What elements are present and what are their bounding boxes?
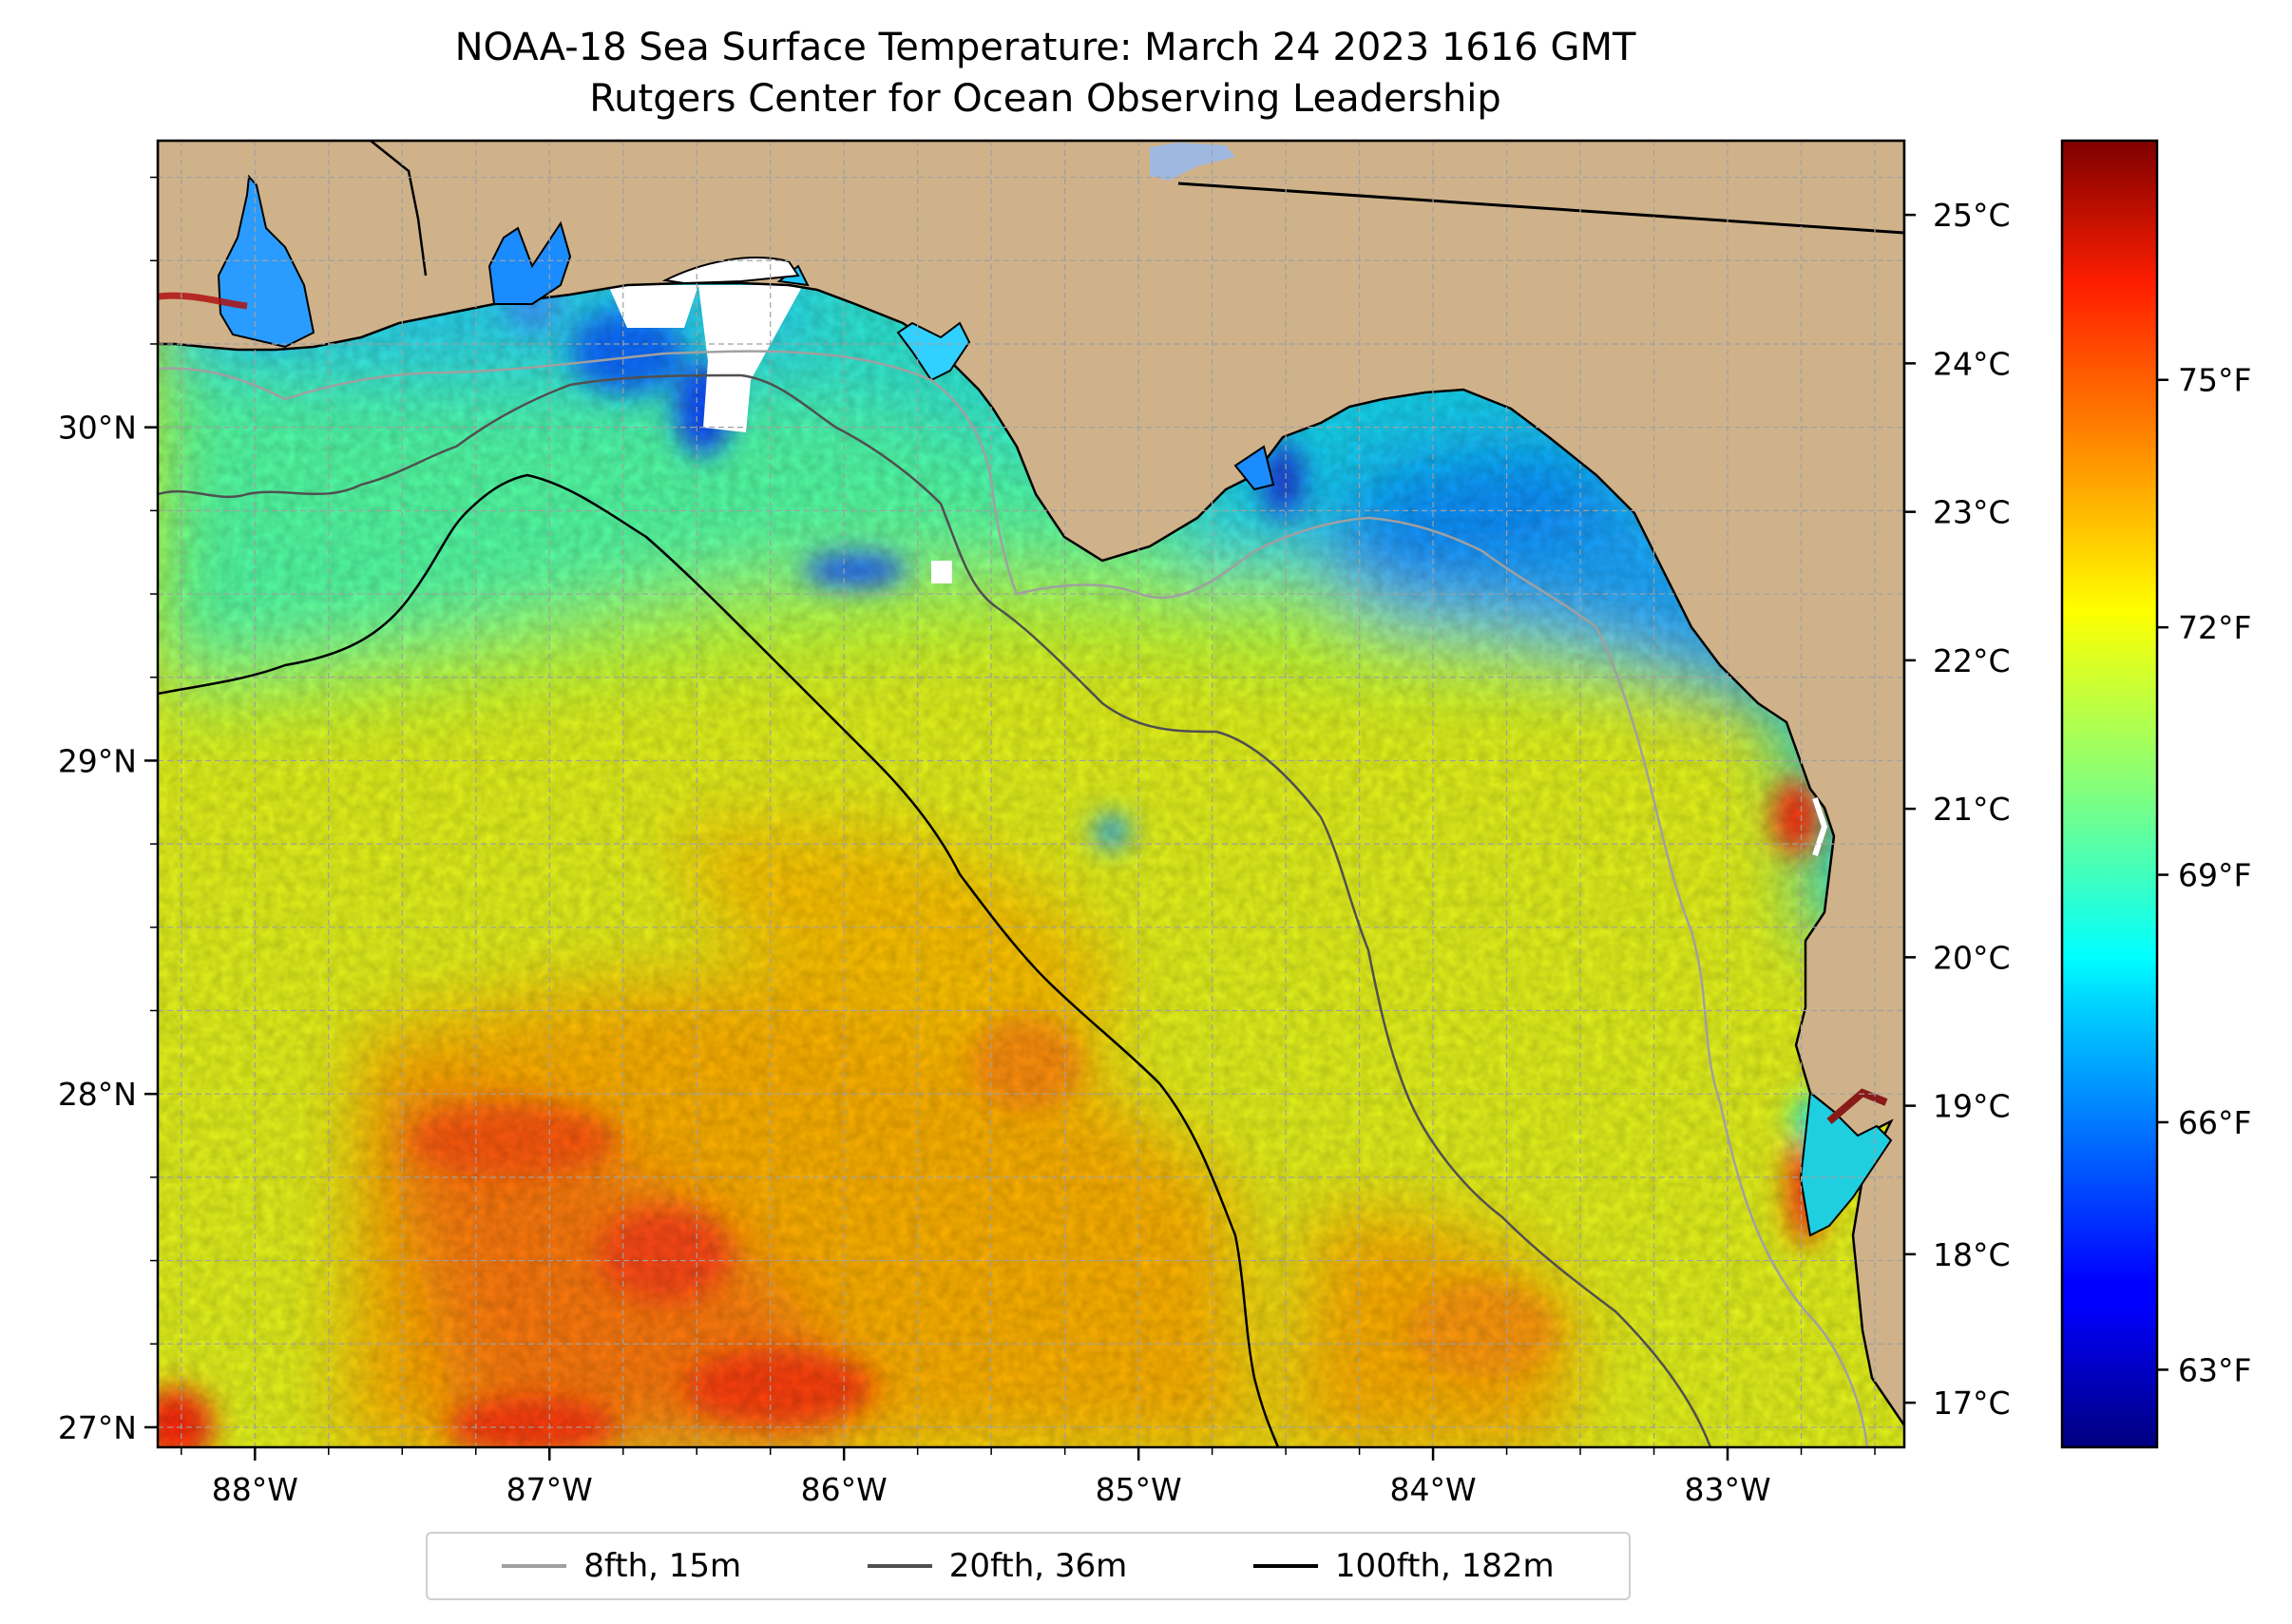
- nodata-patch: [931, 561, 952, 583]
- chart-subtitle: Rutgers Center for Ocean Observing Leade…: [589, 77, 1501, 121]
- celsius-tick-label: 23°C: [1933, 494, 2011, 531]
- lat-tick-label: 29°N: [58, 742, 137, 779]
- lon-axis: 88°W 87°W 86°W 85°W 84°W 83°W: [181, 1447, 1876, 1508]
- coastal-fringe: [158, 292, 248, 310]
- contour-8fth: [158, 350, 1869, 1447]
- state-boundary: [370, 141, 428, 277]
- legend-swatch-8fth: [502, 1564, 567, 1568]
- fahrenheit-tick-label: 66°F: [2178, 1104, 2251, 1141]
- legend-label-20fth: 20fth, 36m: [948, 1547, 1128, 1585]
- coastal-fringe: [1826, 1088, 1888, 1125]
- fahrenheit-tick-label: 63°F: [2178, 1351, 2251, 1388]
- gridlines: [158, 141, 1904, 1447]
- legend-label-8fth: 8fth, 15m: [583, 1547, 742, 1585]
- contour-20fth: [158, 373, 1712, 1447]
- colorbar-fahrenheit-axis: 63°F 66°F 69°F 72°F 75°F: [2157, 362, 2251, 1388]
- lon-tick-label: 84°W: [1390, 1471, 1477, 1508]
- tampa-bay: [1799, 1091, 1893, 1237]
- lat-tick-label: 30°N: [58, 410, 137, 447]
- celsius-tick-label: 17°C: [1933, 1385, 2011, 1422]
- map-frame: [156, 139, 1906, 1449]
- lat-tick-label: 27°N: [58, 1409, 137, 1446]
- st-andrew-bay: [896, 321, 971, 382]
- lat-axis: 30°N 29°N 28°N 27°N: [58, 176, 158, 1446]
- lon-tick-label: 83°W: [1684, 1471, 1770, 1508]
- celsius-tick-label: 18°C: [1933, 1236, 2011, 1273]
- fahrenheit-tick-label: 69°F: [2178, 857, 2251, 894]
- fahrenheit-tick-label: 72°F: [2178, 609, 2251, 646]
- contour-100fth: [158, 473, 1280, 1447]
- colorbar-gradient: [2060, 139, 2159, 1449]
- legend-item-100fth: 100fth, 182m: [1252, 1547, 1555, 1585]
- coastal-fringe: [1812, 797, 1828, 856]
- state-boundary: [1177, 182, 1904, 235]
- legend-swatch-20fth: [867, 1564, 932, 1568]
- map-area: [158, 141, 1904, 1447]
- lon-tick-label: 85°W: [1096, 1471, 1182, 1508]
- colorbar-celsius-axis: 17°C 18°C 19°C 20°C 21°C 22°C 23°C 24°C 25°C: [1904, 197, 2011, 1422]
- legend-item-20fth: 20fth, 36m: [867, 1547, 1128, 1585]
- celsius-tick-label: 24°C: [1933, 345, 2011, 382]
- chart-title: NOAA-18 Sea Surface Temperature: March 2…: [454, 26, 1636, 69]
- celsius-tick-label: 20°C: [1933, 939, 2011, 976]
- nodata-patch: [608, 285, 698, 328]
- lat-tick-label: 28°N: [58, 1076, 137, 1113]
- lon-tick-label: 88°W: [212, 1471, 298, 1508]
- legend-swatch-100fth: [1252, 1564, 1318, 1568]
- celsius-tick-label: 25°C: [1933, 197, 2011, 234]
- nodata-lagoon: [661, 257, 800, 285]
- lon-tick-label: 87°W: [506, 1471, 593, 1508]
- celsius-tick-label: 21°C: [1933, 791, 2011, 828]
- colorbar: 17°C 18°C 19°C 20°C 21°C 22°C 23°C 24°C 25°C 63°…: [1904, 139, 2251, 1449]
- apalachee-bay-inlet: [1233, 445, 1275, 491]
- fahrenheit-tick-label: 75°F: [2178, 362, 2251, 399]
- lake-talquin: [1150, 143, 1235, 181]
- lon-tick-label: 86°W: [801, 1471, 888, 1508]
- legend-item-8fth: 8fth, 15m: [502, 1547, 741, 1585]
- celsius-tick-label: 22°C: [1933, 642, 2011, 679]
- contour-legend: 8fth, 15m 20fth, 36m 100fth, 182m: [426, 1532, 1631, 1600]
- legend-label-100fth: 100fth, 182m: [1334, 1547, 1555, 1585]
- celsius-tick-label: 19°C: [1933, 1088, 2011, 1125]
- nodata-patch: [698, 285, 803, 432]
